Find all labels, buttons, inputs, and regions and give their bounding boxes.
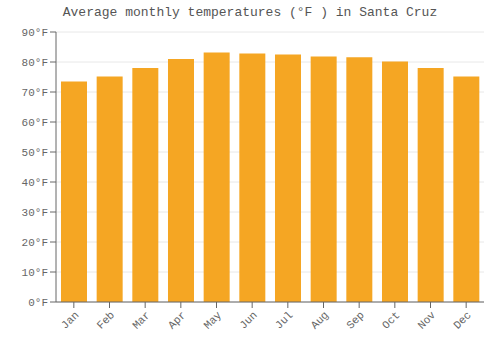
- svg-text:10°F: 10°F: [22, 267, 48, 279]
- svg-text:Aug: Aug: [309, 309, 331, 331]
- svg-text:70°F: 70°F: [22, 87, 48, 99]
- svg-text:Sep: Sep: [344, 309, 366, 331]
- svg-text:Oct: Oct: [380, 309, 402, 331]
- svg-text:Jul: Jul: [273, 309, 295, 331]
- svg-text:Jun: Jun: [237, 309, 259, 331]
- svg-text:50°F: 50°F: [22, 147, 48, 159]
- svg-text:Nov: Nov: [416, 309, 439, 332]
- svg-text:May: May: [202, 309, 225, 332]
- svg-text:Dec: Dec: [451, 309, 473, 331]
- svg-text:20°F: 20°F: [22, 237, 48, 249]
- html-text:Average monthly temperatures (: Average monthly temperatures (°F ) in Sa…: [62, 5, 438, 20]
- svg-text:Feb: Feb: [95, 309, 117, 331]
- svg-text:90°F: 90°F: [22, 27, 48, 39]
- svg-text:Jan: Jan: [59, 309, 81, 331]
- svg-text:80°F: 80°F: [22, 57, 48, 69]
- svg-text:0°F: 0°F: [28, 297, 48, 309]
- svg-text:30°F: 30°F: [22, 207, 48, 219]
- svg-text:40°F: 40°F: [22, 177, 48, 189]
- svg-text:60°F: 60°F: [22, 117, 48, 129]
- svg-text:Apr: Apr: [166, 309, 188, 331]
- svg-text:Mar: Mar: [130, 309, 152, 331]
